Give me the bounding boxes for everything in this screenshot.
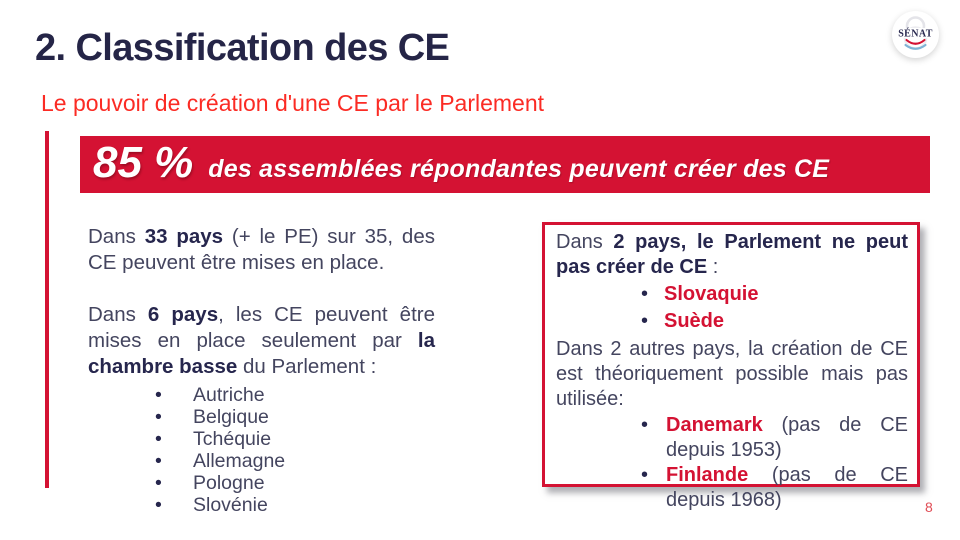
paragraph-2-pays: Dans 2 pays, le Parlement ne peut pas cr… [556,230,908,280]
list-item-country: Finlande (pas de CE depuis 1968) [556,463,908,513]
list-item-country: Belgique [88,406,435,428]
list-item-country: Suède [556,308,908,335]
list-item-country: Autriche [88,384,435,406]
country-note: (pas de CE depuis 1953) [666,414,908,461]
chambre-basse-country-list: Autriche Belgique Tchéquie Allemagne Pol… [88,384,435,516]
list-item-country: Danemark (pas de CE depuis 1953) [556,413,908,463]
paragraph-6-pays: Dans 6 pays, les CE peuvent être mises e… [88,302,435,380]
country-note: (pas de CE depuis 1968) [666,464,908,511]
no-ce-country-list: Slovaquie Suède [556,281,908,335]
svg-text:SÉNAT: SÉNAT [898,28,933,40]
paragraph-2-autres-pays: Dans 2 autres pays, la création de CE es… [556,338,908,410]
rb-p1-bold: 2 pays, le Parlement ne peut pas créer d… [556,231,908,278]
paragraph-33-pays: Dans 33 pays (+ le PE) sur 35, des CE pe… [88,224,435,276]
rb-p1-prefix: Dans [556,231,614,253]
p2-mid: , les CE peuvent être mises en place seu… [88,303,435,352]
stat-banner: 85 % des assemblées répondantes peuvent … [80,136,930,193]
list-item-country: Allemagne [88,450,435,472]
stat-value: 85 % [93,138,194,187]
country-name: Slovaquie [664,283,759,305]
left-accent-rule [45,131,49,488]
list-item-country: Slovénie [88,494,435,516]
exceptions-box: Dans 2 pays, le Parlement ne peut pas cr… [542,222,920,511]
p1-rest: (+ le PE) sur 35, des CE peuvent être mi… [88,225,435,274]
senat-logo-icon: SÉNAT [898,16,933,50]
p2-bold-chambre-basse: la chambre basse [88,329,435,378]
stat-label: des assemblées répondantes peuvent créer… [208,155,830,183]
p1-prefix: Dans [88,225,145,248]
page-title: 2. Classification des CE [35,27,450,69]
list-item-country: Tchéquie [88,428,435,450]
slide-subtitle: Le pouvoir de création d'une CE par le P… [41,90,545,116]
page-number: 8 [925,499,933,515]
senat-logo: SÉNAT [892,11,939,58]
p1-bold: 33 pays [144,225,224,248]
country-name: Danemark [666,414,763,436]
list-item-country: Pologne [88,472,435,494]
country-name: Finlande [666,464,749,486]
country-name: Suède [664,310,725,332]
theoretical-ce-country-list: Danemark (pas de CE depuis 1953) Finland… [556,413,908,513]
p2-rest: du Parlement : [237,355,377,378]
left-column: Dans 33 pays (+ le PE) sur 35, des CE pe… [88,224,435,516]
list-item-country: Slovaquie [556,281,908,308]
rb-p1-suffix: : [707,256,719,278]
p2-bold-6-pays: 6 pays [147,303,219,326]
p2-prefix: Dans [88,303,148,326]
